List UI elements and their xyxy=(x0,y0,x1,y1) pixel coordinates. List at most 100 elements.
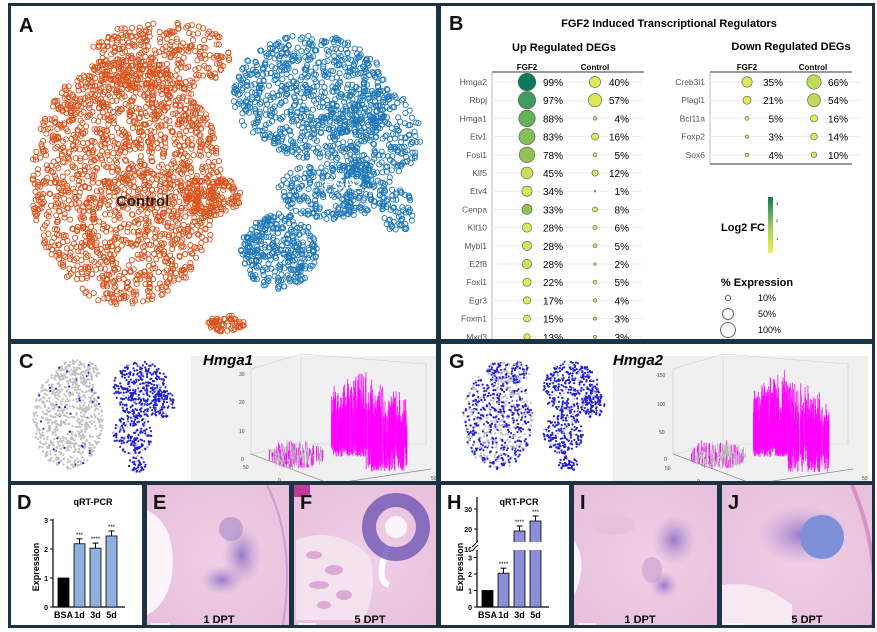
control-cell-point xyxy=(152,99,159,106)
control-cell-point xyxy=(64,237,71,245)
fgf2-cell-point xyxy=(393,196,400,203)
control-cell-point xyxy=(73,276,80,283)
control-cell-point xyxy=(66,252,73,259)
control-cell-point xyxy=(120,289,127,296)
control-cell-point xyxy=(56,232,63,239)
negative-cell-point xyxy=(83,413,86,416)
control-cell-point xyxy=(182,213,189,220)
negative-cell-point xyxy=(56,398,59,401)
negative-cell-point xyxy=(43,443,47,446)
gene-label: Klf5 xyxy=(472,168,487,178)
dotplot-row-hmga2: Hmga2 99% 40% xyxy=(460,72,642,92)
negative-cell-point xyxy=(36,429,39,432)
control-cell-point xyxy=(152,50,159,57)
control-cell-point xyxy=(187,247,194,254)
negative-cell-point xyxy=(52,408,56,411)
control-cell-point xyxy=(149,170,156,177)
control-cell-point xyxy=(132,288,139,295)
control-cell-point xyxy=(206,222,213,229)
control-cell-point xyxy=(172,217,179,224)
negative-cell-point xyxy=(96,435,99,438)
control-cell-point xyxy=(61,120,68,127)
control-cell-point xyxy=(178,205,185,212)
negative-cell-point xyxy=(83,409,86,412)
negative-cell-point xyxy=(32,418,35,421)
fgf2-percent: 83% xyxy=(543,133,563,144)
negative-cell-point xyxy=(76,399,79,403)
control-cell-point xyxy=(77,132,84,139)
negative-cell-point xyxy=(95,442,98,446)
fgf2-dot xyxy=(522,277,532,287)
negative-cell-point xyxy=(39,436,42,439)
control-cell-point xyxy=(90,94,97,101)
control-cell-point xyxy=(69,225,76,232)
negative-cell-point xyxy=(93,405,96,408)
negative-cell-point xyxy=(93,440,96,443)
control-cell-point xyxy=(141,253,148,260)
fgf2-dot xyxy=(741,76,753,88)
control-percent: 14% xyxy=(828,133,848,144)
control-cell-point xyxy=(124,224,131,231)
control-cell-point xyxy=(209,132,216,139)
control-cell-point xyxy=(135,193,142,201)
control-cell-point xyxy=(90,43,97,50)
control-cell-point xyxy=(111,139,119,146)
fgf2-percent: 21% xyxy=(763,96,783,107)
negative-cell-point xyxy=(53,437,56,440)
negative-cell-point xyxy=(37,399,41,402)
control-cell-point xyxy=(196,244,204,251)
control-cell-point xyxy=(106,157,113,164)
control-cell-point xyxy=(86,83,93,90)
negative-cell-point xyxy=(43,405,46,408)
control-cell-point xyxy=(109,293,116,300)
negative-cell-point xyxy=(66,446,69,450)
control-cell-point xyxy=(161,219,168,226)
control-cell-point xyxy=(107,211,114,218)
negative-cell-point xyxy=(56,390,59,393)
control-cell-point xyxy=(48,117,55,124)
negative-cell-point xyxy=(94,427,98,430)
negative-cell-point xyxy=(78,431,82,434)
control-cell-point xyxy=(154,139,161,146)
gene-label: Mybl1 xyxy=(464,241,487,251)
negative-cell-point xyxy=(48,444,51,447)
control-cell-point xyxy=(115,246,122,253)
down-title: Down Regulated DEGs xyxy=(731,41,850,53)
control-cell-point xyxy=(111,251,118,258)
negative-cell-point xyxy=(73,446,76,449)
negative-cell-point xyxy=(83,435,86,438)
control-cell-point xyxy=(63,245,70,252)
control-cell-point xyxy=(76,189,83,196)
control-cell-point xyxy=(138,160,145,167)
control-cell-point xyxy=(115,109,122,116)
positive-cell-point xyxy=(87,363,90,367)
control-cell-point xyxy=(57,145,64,153)
fgf2-cell-point xyxy=(309,106,317,113)
control-cell-point xyxy=(76,146,83,153)
control-cell-point xyxy=(56,251,63,258)
negative-cell-point xyxy=(85,417,88,420)
control-cell-point xyxy=(103,276,110,283)
negative-cell-point xyxy=(66,398,69,401)
control-percent: 40% xyxy=(609,78,629,89)
control-cell-point xyxy=(168,161,175,168)
control-cell-point xyxy=(162,274,169,281)
negative-cell-point xyxy=(47,406,50,410)
fgf2-cell-point xyxy=(397,118,404,125)
control-cell-point xyxy=(91,75,99,82)
control-cell-point xyxy=(149,137,156,144)
control-cell-point xyxy=(191,214,198,221)
control-cell-point xyxy=(100,161,107,168)
negative-cell-point xyxy=(80,430,84,433)
fgf2-cell-point xyxy=(297,90,305,97)
positive-cell-point xyxy=(82,462,85,465)
control-cell-point xyxy=(106,205,113,212)
negative-cell-point xyxy=(61,435,64,438)
control-cell-point xyxy=(187,127,194,134)
control-cell-point xyxy=(168,168,175,175)
control-cell-point xyxy=(154,113,161,120)
negative-cell-point xyxy=(33,421,36,424)
negative-cell-point xyxy=(78,366,81,370)
control-cell-point xyxy=(126,286,133,293)
control-cell-point xyxy=(101,295,108,302)
